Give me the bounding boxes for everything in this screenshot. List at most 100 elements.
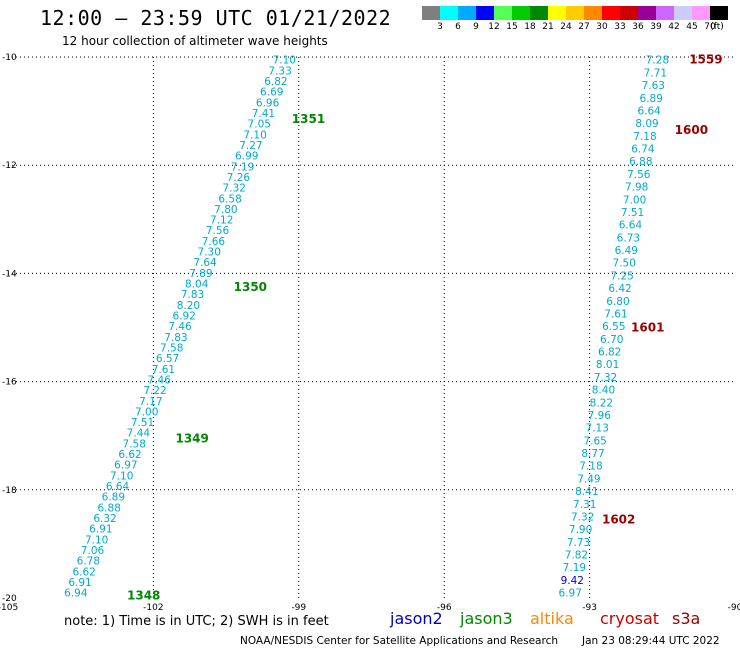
color-scale-swatch <box>476 6 494 20</box>
data-point-value: 6.80 <box>606 296 629 308</box>
satellite-legend-jason3: jason3 <box>460 609 513 628</box>
color-scale-label: 24 <box>560 22 572 32</box>
data-point-value: 7.05 <box>248 119 271 131</box>
data-point-value: 7.50 <box>613 258 636 270</box>
color-scale-swatch <box>440 6 458 20</box>
chart-title: 12:00 – 23:59 UTC 01/21/2022 <box>40 6 392 30</box>
data-point-value: 6.97 <box>559 588 582 600</box>
color-scale-swatch <box>548 6 566 20</box>
data-point-value: 7.65 <box>583 435 606 447</box>
data-point-value: 6.64 <box>619 220 643 232</box>
data-point-value: 7.32 <box>594 372 617 384</box>
data-point-value: 6.55 <box>602 321 625 333</box>
data-point-value: 6.88 <box>629 156 652 168</box>
data-point-value: 6.73 <box>617 232 640 244</box>
color-scale-label: 36 <box>632 22 644 32</box>
data-point-value: 6.74 <box>631 144 655 156</box>
data-point-value: 7.83 <box>164 332 187 344</box>
pass-labels: 1351 1350 1349 1348 1559 1600 1601 1602 <box>127 53 723 603</box>
color-scale-swatch <box>530 6 548 20</box>
data-point-value: 7.10 <box>85 534 108 546</box>
data-point-value: 6.62 <box>118 449 141 461</box>
color-scale-label: 9 <box>473 22 479 32</box>
data-point-value: 7.31 <box>573 499 596 511</box>
data-point-value: 6.91 <box>68 577 91 589</box>
data-point-value: 7.51 <box>131 417 154 429</box>
data-point-value: 7.12 <box>210 215 233 227</box>
data-point-value: 6.94 <box>64 588 88 600</box>
data-point-value: 7.17 <box>139 396 162 408</box>
color-scale-label: 27 <box>578 22 590 32</box>
data-point-value: 7.00 <box>135 406 158 418</box>
data-point-value: 6.49 <box>615 245 638 257</box>
color-scale-swatch <box>674 6 692 20</box>
data-point-value: 8.41 <box>575 486 598 498</box>
data-point-value: 6.97 <box>114 460 137 472</box>
data-point-value: 7.13 <box>586 423 609 435</box>
data-point-value: 7.32 <box>223 183 246 195</box>
y-tick-labels: -10 -12 -14 -16 -18 -20 <box>2 53 17 604</box>
data-point-value: 7.90 <box>569 524 592 536</box>
data-point-value: 6.82 <box>598 347 621 359</box>
data-point-value: 7.63 <box>642 80 665 92</box>
data-point-value: 7.10 <box>110 470 133 482</box>
color-scale-swatch <box>692 6 710 20</box>
color-scale-swatch <box>494 6 512 20</box>
color-scale-label: 33 <box>614 22 626 32</box>
x-tick-label: -96 <box>437 603 452 613</box>
pass-number-label: 1601 <box>631 321 664 335</box>
data-point-value: 8.77 <box>581 448 604 460</box>
data-point-value: 7.06 <box>81 545 105 557</box>
data-point-value: 7.19 <box>563 562 586 574</box>
data-point-value: 7.61 <box>604 308 627 320</box>
data-point-value: 7.28 <box>646 55 669 67</box>
color-scale-swatch <box>710 6 728 20</box>
data-point-value: 8.01 <box>596 359 619 371</box>
data-points: 7.107.336.826.696.967.417.057.107.276.99… <box>64 55 669 600</box>
data-point-value: 7.30 <box>198 247 221 259</box>
data-point-value: 7.32 <box>571 511 594 523</box>
data-point-value: 6.82 <box>264 76 287 88</box>
data-point-value: 6.88 <box>98 502 121 514</box>
color-scale-label: 30 <box>596 22 608 32</box>
color-scale-swatch <box>602 6 620 20</box>
color-scale-label: 18 <box>524 22 536 32</box>
color-scale-label: 70 <box>704 22 716 32</box>
y-tick-label: -10 <box>2 53 17 63</box>
color-scale-label: 45 <box>686 22 698 32</box>
data-point-value: 7.33 <box>268 65 291 77</box>
data-point-value: 6.91 <box>89 524 112 536</box>
x-tick-label: -90 <box>728 603 740 613</box>
data-point-value: 7.44 <box>127 428 151 440</box>
data-point-value: 7.10 <box>243 129 266 141</box>
data-point-value: 7.71 <box>644 67 667 79</box>
data-point-value: 7.19 <box>231 161 254 173</box>
data-point-value: 6.78 <box>77 556 100 568</box>
data-point-value: 7.00 <box>623 194 646 206</box>
data-point-value: 6.42 <box>608 283 631 295</box>
x-tick-label: -105 <box>0 603 18 613</box>
color-scale-unit: (ft) <box>710 22 724 32</box>
data-point-value: 7.80 <box>214 204 237 216</box>
data-point-value: 7.10 <box>273 55 296 67</box>
data-point-value: 7.25 <box>610 270 633 282</box>
color-scale-label: 39 <box>650 22 662 32</box>
data-point-value: 7.89 <box>189 268 212 280</box>
generated-timestamp: Jan 23 08:29:44 UTC 2022 <box>582 635 720 647</box>
data-point-value: 7.83 <box>181 289 204 301</box>
data-point-value: 6.64 <box>637 105 661 117</box>
data-point-value: 8.04 <box>185 279 209 291</box>
color-scale-label: 3 <box>437 22 443 32</box>
color-scale-label: 12 <box>488 22 500 32</box>
data-point-value: 6.96 <box>256 97 280 109</box>
pass-number-label: 1602 <box>602 513 635 527</box>
data-point-value: 7.46 <box>148 374 172 386</box>
color-scale-swatch <box>638 6 656 20</box>
credit-text: NOAA/NESDIS Center for Satellite Applica… <box>240 635 558 647</box>
x-tick-label: -102 <box>143 603 163 613</box>
data-point-value: 7.51 <box>621 207 644 219</box>
data-point-value: 7.22 <box>143 385 166 397</box>
color-scale-label: 15 <box>506 22 518 32</box>
y-tick-label: -20 <box>2 594 17 604</box>
